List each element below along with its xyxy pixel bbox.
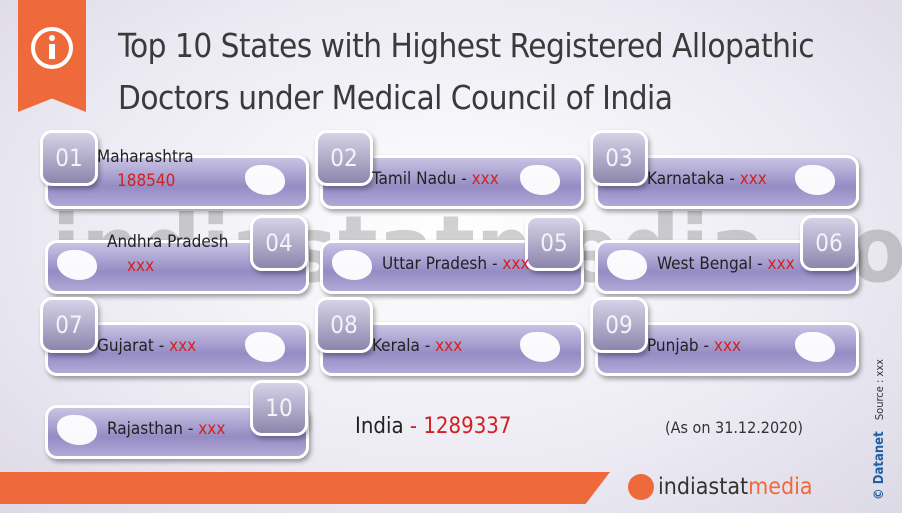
state-name: Tamil Nadu [372,169,457,189]
state-map [520,332,560,362]
separator: - [424,336,431,356]
source: Source : xxx [873,358,886,421]
state-label: Uttar Pradesh - xxx [382,254,529,274]
logo: indiastatmedia [658,474,813,500]
separator: - [757,254,763,274]
state-name: Gujarat [97,336,154,356]
state-name: Andhra Pradesh [107,232,229,252]
state-name: West Bengal [657,254,753,274]
separator: - [158,336,165,356]
separator: - [461,169,467,189]
state-map [57,415,97,445]
state-label: Rajasthan - xxx [107,419,225,439]
state-value: xxx [502,254,530,274]
state-label: Karnataka - xxx [647,169,767,189]
state-value: xxx [713,336,742,356]
title-icon-tab [18,0,86,112]
rank-tab: 02 [315,130,373,186]
state-value: xxx [435,336,463,356]
separator: - [187,419,194,439]
state-label: Kerala - xxx [372,336,462,356]
state-label: Tamil Nadu - xxx [372,169,499,189]
state-map [57,250,97,280]
rank-tab: 01 [40,130,98,186]
date-note: (As on 31.12.2020) [665,418,804,437]
state-name: Uttar Pradesh [382,254,488,274]
separator: - [409,414,418,439]
state-label: Gujarat - xxx [97,336,196,356]
state-value: xxx [198,419,226,439]
state-map [607,250,647,280]
rank-tab: 10 [250,380,308,436]
state-value: xxx [471,169,499,189]
logo-icon: ​ [628,474,654,500]
rank-tab: 07 [40,297,98,353]
credits: © Datanet Source : xxx [872,359,887,500]
rank-tab: 04 [250,215,308,271]
rank-tab: 09 [590,297,648,353]
state-name: Kerala [372,336,420,356]
state-map [332,250,372,280]
title: Top 10 States with Highest Registered Al… [118,26,815,65]
state-map [245,165,285,195]
state-map [520,165,560,195]
state-value: xxx [739,169,767,189]
total-value: 1289337 [423,414,512,439]
total: India - 1289337 [355,414,511,439]
state-value: xxx [767,254,795,274]
title: Doctors under Medical Council of India [118,78,673,117]
copyright: © Datanet [872,431,887,500]
rank-tab: 03 [590,130,648,186]
rank-tab: 08 [315,297,373,353]
logo-part: indiastat [658,474,749,500]
state-name: Punjab [647,336,699,356]
separator: - [491,254,498,274]
state-name: Karnataka [647,169,725,189]
state-name: Rajasthan [107,419,183,439]
rank-tab: 05 [525,215,583,271]
state-value: xxx [127,256,155,276]
state-label: West Bengal - xxx [657,254,795,274]
state-map [795,165,835,195]
info-icon [31,27,73,69]
state-name: Maharashtra [97,147,194,167]
logo-part: media [748,474,813,500]
separator: - [729,169,735,189]
state-value: 188540 [117,171,176,191]
footer-bar [0,472,610,504]
state-label: Punjab - xxx [647,336,741,356]
rank-tab: 06 [800,215,858,271]
state-map [245,332,285,362]
separator: - [703,336,710,356]
state-map [795,332,835,362]
total-name: India [355,414,404,439]
state-value: xxx [169,336,197,356]
